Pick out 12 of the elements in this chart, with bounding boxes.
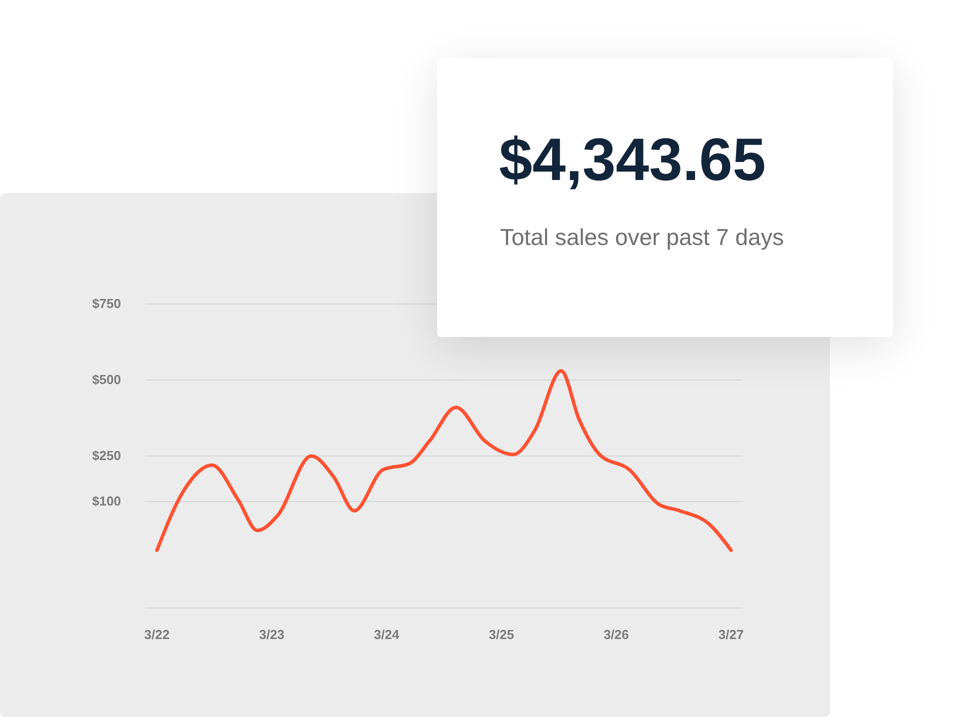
- x-tick-label: 3/26: [604, 627, 629, 642]
- x-tick-label: 3/24: [374, 627, 400, 642]
- y-tick-label: $100: [92, 494, 121, 509]
- x-tick-label: 3/25: [488, 627, 514, 642]
- y-tick-label: $500: [92, 372, 121, 387]
- text: $4,343.65: [499, 126, 766, 193]
- x-tick-label: 3/27: [718, 627, 744, 642]
- x-tick-label: 3/22: [144, 627, 170, 642]
- y-tick-label: $250: [92, 448, 121, 463]
- text: Total sales over past 7 days: [500, 224, 784, 250]
- x-tick-label: 3/23: [259, 627, 284, 642]
- y-tick-label: $750: [92, 296, 121, 311]
